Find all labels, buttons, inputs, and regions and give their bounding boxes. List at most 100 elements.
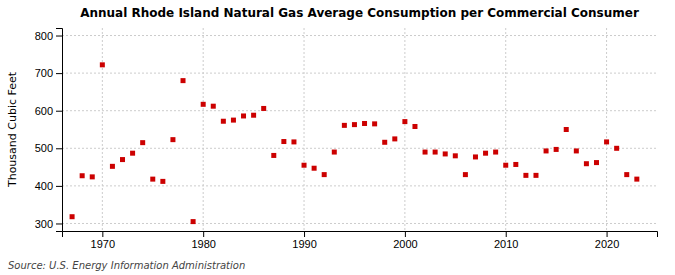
tick-mark <box>56 148 62 149</box>
tick-label: 2010 <box>494 238 518 250</box>
tick: 1990 <box>292 231 316 250</box>
point <box>70 214 75 219</box>
point <box>120 157 125 162</box>
tick-label: 600 <box>35 105 53 117</box>
grid-line-x <box>102 28 103 231</box>
tick: 800 <box>35 30 62 42</box>
tick-label: 2000 <box>393 238 417 250</box>
tick: 1970 <box>91 231 115 250</box>
annotation: Source: U.S. Energy Information Administ… <box>8 260 245 271</box>
grid <box>62 28 657 231</box>
point <box>634 177 639 182</box>
tick: 1980 <box>191 231 215 250</box>
tick: 600 <box>35 105 62 117</box>
point <box>352 122 357 127</box>
point <box>201 102 206 107</box>
tick-mark <box>56 36 62 37</box>
grid-line-x <box>606 28 607 231</box>
point <box>463 172 468 177</box>
point <box>100 62 105 67</box>
point <box>150 177 155 182</box>
grid-line-x <box>203 28 204 231</box>
tick-label: 1980 <box>191 238 215 250</box>
grid-line-x <box>304 28 305 231</box>
x-axis: 1970 1980 1990 2000 2010 2020 <box>63 231 658 250</box>
point <box>291 139 296 144</box>
tick: 500 <box>35 142 62 154</box>
point <box>281 139 286 144</box>
point <box>382 140 387 145</box>
point <box>110 164 115 169</box>
point <box>483 151 488 156</box>
point <box>342 123 347 128</box>
tick-mark <box>56 186 62 187</box>
point <box>170 137 175 142</box>
tick: 2020 <box>595 231 619 250</box>
tick: 2010 <box>494 231 518 250</box>
point <box>533 173 538 178</box>
tick-label: 700 <box>35 67 53 79</box>
point <box>322 172 327 177</box>
point <box>503 163 508 168</box>
point <box>584 161 589 166</box>
point <box>221 119 226 124</box>
y-axis-title: Thousand Cubic Feet <box>6 71 19 188</box>
point <box>261 106 266 111</box>
point <box>271 153 276 158</box>
tick-mark <box>304 231 305 237</box>
grid-line-y <box>62 148 657 149</box>
title: Annual Rhode Island Natural Gas Average … <box>80 6 639 20</box>
tick-label: 2020 <box>595 238 619 250</box>
point <box>443 151 448 156</box>
points <box>70 62 640 224</box>
point <box>302 163 307 168</box>
point <box>423 150 428 155</box>
tick-label: 500 <box>35 142 53 154</box>
point <box>231 118 236 123</box>
tick: 400 <box>35 180 62 192</box>
point <box>574 148 579 153</box>
tick-label: 400 <box>35 180 53 192</box>
point <box>433 150 438 155</box>
point <box>160 179 165 184</box>
point <box>614 146 619 151</box>
tick-label: 1970 <box>91 238 115 250</box>
point <box>332 150 337 155</box>
point <box>241 113 246 118</box>
point <box>564 127 569 132</box>
tick-mark <box>607 231 608 237</box>
tick-mark <box>102 231 103 237</box>
point <box>473 154 478 159</box>
point <box>624 172 629 177</box>
point <box>211 104 216 109</box>
point <box>412 124 417 129</box>
point <box>513 162 518 167</box>
grid-line-x <box>404 28 405 231</box>
tick-mark <box>56 111 62 112</box>
y-axis: 300 400 500 600 700 800 <box>35 29 63 232</box>
tick-mark <box>203 231 204 237</box>
grid-line-x <box>505 28 506 231</box>
point <box>554 147 559 152</box>
tick-mark <box>56 223 62 224</box>
point <box>493 150 498 155</box>
tick: 2000 <box>393 231 417 250</box>
tick: 700 <box>35 67 62 79</box>
tick-label: 300 <box>35 218 53 230</box>
point <box>523 173 528 178</box>
grid-line-y <box>62 110 657 111</box>
axis-line <box>56 29 63 232</box>
point <box>594 160 599 165</box>
grid-line-y <box>62 223 657 224</box>
point <box>392 136 397 141</box>
point <box>362 121 367 126</box>
grid-line-y <box>62 73 657 74</box>
point <box>402 119 407 124</box>
point <box>604 139 609 144</box>
point <box>251 113 256 118</box>
plot: 1970 1980 1990 2000 2010 2020 300 400 500 600 700 8… <box>35 28 658 250</box>
grid-line-y <box>62 35 657 36</box>
point <box>181 78 186 83</box>
tick-mark <box>405 231 406 237</box>
tick-mark <box>506 231 507 237</box>
